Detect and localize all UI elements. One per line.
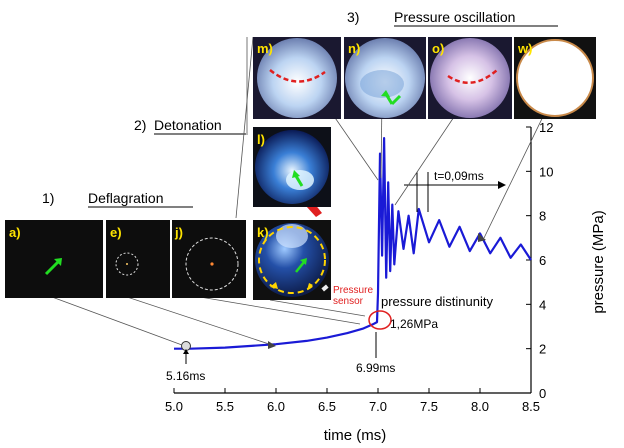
svg-text:2): 2) bbox=[134, 117, 146, 133]
pressure-curve bbox=[174, 137, 532, 350]
y-tick-label: 4 bbox=[539, 297, 546, 312]
x-tick-label: 8.0 bbox=[471, 399, 489, 414]
start-time-label: 5.16ms bbox=[166, 369, 205, 383]
x-ticks: 5.0 5.5 6.0 6.5 7.0 7.5 8.0 8.5 bbox=[165, 388, 540, 414]
x-tick-label: 5.5 bbox=[216, 399, 234, 414]
svg-text:Deflagration: Deflagration bbox=[88, 190, 164, 206]
x-tick-label: 7.0 bbox=[369, 399, 387, 414]
panel-o: o) bbox=[428, 37, 512, 119]
discontinuity-circle bbox=[368, 310, 392, 330]
panel-w: w) bbox=[514, 37, 596, 119]
leader-arrow-1 bbox=[268, 341, 276, 349]
panel-l: l) bbox=[253, 127, 331, 207]
panel-n: n) bbox=[344, 37, 426, 119]
y-tick-label: 8 bbox=[539, 209, 546, 224]
stage-1-heading: 1) Deflagration bbox=[42, 190, 193, 208]
panel-a: a) bbox=[5, 220, 103, 298]
svg-text:1): 1) bbox=[42, 190, 54, 206]
y-tick-label: 10 bbox=[539, 164, 553, 179]
det-time-label: 6.99ms bbox=[356, 361, 395, 375]
svg-text:3): 3) bbox=[347, 9, 359, 25]
x-tick-label: 8.5 bbox=[522, 399, 540, 414]
peak-value-label: 1,26MPa bbox=[390, 317, 438, 331]
period-arrow-head bbox=[498, 181, 506, 189]
y-tick-label: 2 bbox=[539, 342, 546, 357]
leader-arrow-2 bbox=[478, 233, 486, 242]
panel-e-label: e) bbox=[110, 225, 122, 240]
svg-text:Pressure sensor: Pressure sensor bbox=[333, 285, 376, 307]
panel-k-label: k) bbox=[257, 225, 269, 240]
y-tick-label: 0 bbox=[539, 386, 546, 401]
stage-2-heading: 2) Detonation bbox=[134, 117, 246, 135]
panel-m: m) bbox=[253, 37, 341, 119]
pressure-plot: 5.0 5.5 6.0 6.5 7.0 7.5 8.0 8.5 0 2 4 6 8 10 12 time … bbox=[165, 120, 607, 444]
panel-e: e) bbox=[106, 220, 170, 298]
panel-j: j) bbox=[172, 220, 246, 298]
x-tick-label: 5.0 bbox=[165, 399, 183, 414]
panel-a-label: a) bbox=[9, 225, 21, 240]
stage-3-heading: 3) Pressure oscillation bbox=[347, 9, 558, 27]
x-tick-label: 7.5 bbox=[420, 399, 438, 414]
discontinuity-label: pressure distinunity bbox=[381, 294, 493, 309]
panel-o-label: o) bbox=[432, 41, 444, 56]
y-tick-label: 12 bbox=[539, 120, 553, 135]
x-tick-label: 6.5 bbox=[318, 399, 336, 414]
start-arrow-head bbox=[183, 349, 189, 354]
svg-text:Detonation: Detonation bbox=[154, 117, 222, 133]
panel-j-label: j) bbox=[174, 225, 183, 240]
panel-w-label: w) bbox=[517, 41, 532, 56]
panel-l-label: l) bbox=[257, 132, 265, 147]
x-axis-label: time (ms) bbox=[324, 427, 387, 444]
x-tick-label: 6.0 bbox=[267, 399, 285, 414]
period-label: t=0,09ms bbox=[434, 169, 484, 183]
panel-k: k) bbox=[253, 220, 331, 300]
y-tick-label: 6 bbox=[539, 253, 546, 268]
panel-n-label: n) bbox=[348, 41, 360, 56]
y-ticks: 0 2 4 6 8 10 12 bbox=[526, 120, 553, 401]
svg-text:Pressure oscillation: Pressure oscillation bbox=[394, 9, 515, 25]
panel-m-label: m) bbox=[257, 41, 273, 56]
y-axis-label: pressure (MPa) bbox=[590, 210, 607, 313]
pressure-sensor-label: Pressure sensor bbox=[333, 285, 376, 307]
